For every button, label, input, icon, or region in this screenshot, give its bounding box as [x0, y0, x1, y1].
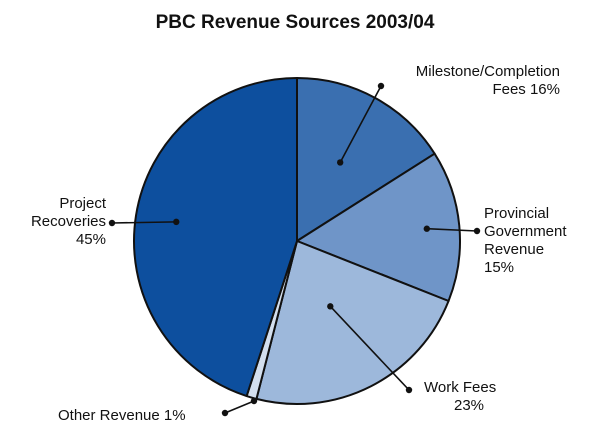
label-project-line3: 45%	[76, 231, 106, 248]
leader-dot	[336, 159, 344, 166]
leader-dot	[423, 225, 431, 232]
label-work-line1: Work Fees	[424, 379, 496, 396]
leader-line	[339, 85, 382, 163]
leader-dot	[327, 303, 334, 310]
leader-dot	[405, 386, 413, 394]
label-other-line1: Other Revenue 1%	[58, 407, 186, 424]
leader-dot	[173, 218, 180, 226]
pie-slice-project-recoveries	[133, 77, 298, 398]
leader-dot	[221, 409, 229, 417]
label-provincial-line1: Provincial	[484, 205, 549, 222]
leader-line	[224, 400, 255, 414]
pie-slice-provincial-government-revenue	[296, 152, 461, 302]
pie-slices	[133, 77, 461, 405]
leader-dot	[377, 82, 385, 90]
leader-line	[111, 221, 177, 224]
leader-lines	[108, 82, 481, 417]
label-milestone-line2: Fees 16%	[492, 81, 560, 98]
label-provincial-line4: 15%	[484, 259, 514, 276]
pie-slice-milestone-completion-fees	[296, 77, 436, 242]
label-project-line2: Recoveries	[31, 213, 106, 230]
leader-dot	[108, 219, 116, 227]
label-provincial-line3: Revenue	[484, 241, 544, 258]
leader-dot	[250, 397, 258, 405]
label-project-line1: Project	[59, 195, 107, 212]
chart-title: PBC Revenue Sources 2003/04	[156, 12, 435, 33]
leader-line	[426, 227, 478, 232]
label-milestone-line1: Milestone/Completion	[416, 63, 560, 80]
pie-slice-work-fees	[255, 240, 450, 405]
leader-dot	[473, 227, 481, 235]
label-provincial-line2: Government	[484, 223, 567, 240]
label-work-line2: 23%	[454, 397, 484, 414]
leader-line	[329, 305, 410, 391]
